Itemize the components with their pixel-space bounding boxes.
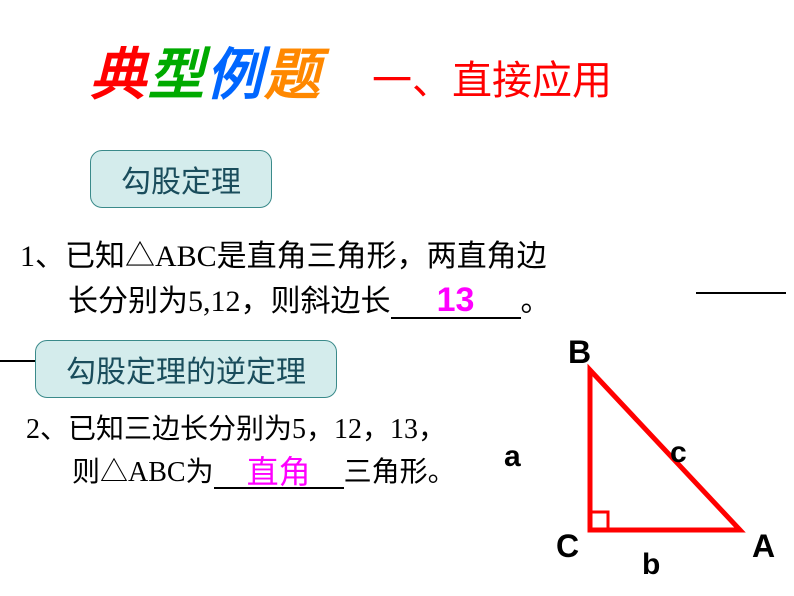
badge-pythagoras: 勾股定理 bbox=[90, 150, 272, 208]
right-angle-icon bbox=[590, 512, 608, 530]
q2-line2: 则△ABC为 直角 三角形。 bbox=[72, 451, 456, 494]
question-1: 1、已知△ABC是直角三角形，两直角边 长分别为5,12，则斜边长 13 。 bbox=[20, 234, 551, 324]
side-c: c bbox=[670, 436, 687, 470]
q1-line1: 1、已知△ABC是直角三角形，两直角边 bbox=[20, 234, 551, 279]
triangle-diagram: B C A a b c bbox=[530, 340, 780, 580]
q2-answer: 直角 bbox=[247, 454, 311, 490]
title-row: 典型例题 一、直接应用 bbox=[0, 0, 794, 111]
side-b: b bbox=[642, 548, 660, 582]
q1-answer: 13 bbox=[437, 281, 475, 319]
title-char-4: 题 bbox=[264, 45, 322, 107]
title-char-2: 型 bbox=[148, 45, 206, 107]
q2-answer-blank: 直角 bbox=[214, 454, 344, 489]
q2-line2-prefix: 则△ABC为 bbox=[72, 457, 214, 488]
vertex-B: B bbox=[568, 334, 591, 371]
side-underline bbox=[696, 292, 786, 294]
title-char-1: 典 bbox=[90, 45, 148, 107]
q1-line2: 长分别为5,12，则斜边长 13 。 bbox=[68, 279, 551, 324]
vertex-C: C bbox=[556, 528, 579, 565]
triangle-shape bbox=[590, 370, 740, 530]
q1-line2-suffix: 。 bbox=[521, 285, 551, 318]
q1-line2-prefix: 长分别为5,12，则斜边长 bbox=[68, 285, 391, 318]
question-2: 2、已知三边长分别为5，12，13， 则△ABC为 直角 三角形。 bbox=[26, 408, 456, 495]
q2-line2-suffix: 三角形。 bbox=[344, 457, 456, 488]
badge-inverse-pythagoras: 勾股定理的逆定理 bbox=[35, 340, 337, 398]
side-a: a bbox=[504, 440, 521, 474]
vertex-A: A bbox=[752, 528, 775, 565]
leading-line bbox=[0, 360, 38, 362]
sub-title: 一、直接应用 bbox=[372, 48, 612, 106]
main-title: 典型例题 bbox=[90, 30, 322, 111]
q2-line1: 2、已知三边长分别为5，12，13， bbox=[26, 408, 456, 451]
title-char-3: 例 bbox=[206, 45, 264, 107]
q1-answer-blank: 13 bbox=[391, 283, 521, 319]
